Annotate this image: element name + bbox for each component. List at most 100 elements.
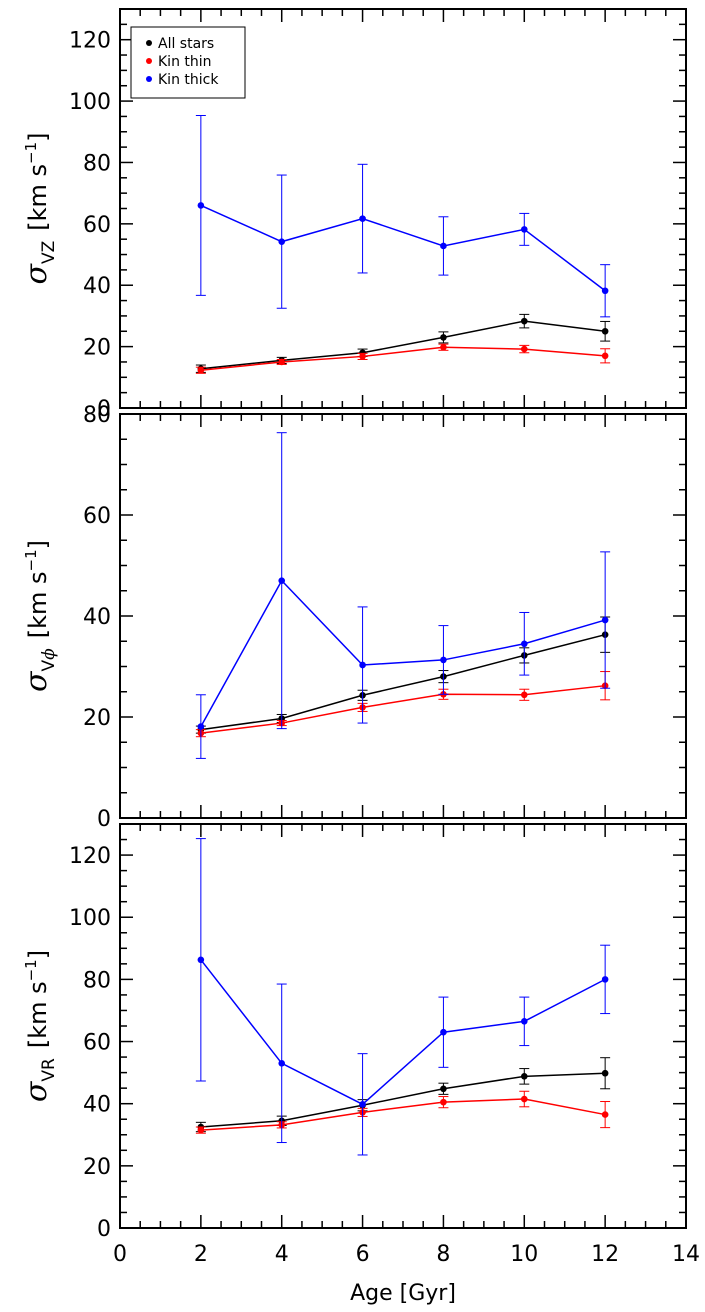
x-tick-label: 4: [275, 1242, 289, 1267]
data-point: [197, 202, 205, 209]
data-point: [440, 343, 447, 351]
data-point: [359, 1101, 366, 1108]
y-tick-label: 120: [69, 29, 111, 54]
legend-label: All stars: [158, 36, 214, 52]
series-line: [200, 320, 606, 370]
data-point: [601, 1111, 609, 1118]
x-tick-label: 8: [436, 1242, 450, 1267]
data-point: [440, 1098, 447, 1106]
series-line: [200, 1098, 606, 1131]
data-point: [359, 215, 366, 222]
data-point: [601, 976, 609, 983]
y-tick-label: 0: [97, 397, 111, 422]
data-point: [520, 1073, 528, 1080]
y-axis-title-units-close: ]: [24, 950, 52, 959]
y-axis-title-subscript: VR: [39, 1058, 59, 1082]
legend-label: Kin thick: [158, 72, 219, 88]
y-tick-label: 120: [69, 844, 111, 869]
data-point: [278, 358, 286, 366]
panel-bottom: 0 20 40 60 80 100 120 0 2 4 6 8 10 12 14 Age [Gyr] σVR [k…: [19, 823, 700, 1306]
plot-frame: [119, 413, 687, 819]
y-tick-label: 40: [83, 274, 111, 299]
y-axis-title: σVZ [km s−1]: [19, 132, 59, 284]
y-axis-title-units-superscript: −1: [22, 142, 40, 164]
data-point: [520, 1095, 528, 1103]
y-tick-label: 100: [69, 90, 111, 115]
data-point: [520, 1018, 528, 1025]
series-kin-thick: [195, 115, 611, 318]
y-tick-label: 80: [83, 151, 111, 176]
x-tick-label: 6: [356, 1242, 370, 1267]
plot-frame: [119, 823, 687, 1229]
data-point: [278, 238, 286, 245]
y-axis-title-subscript-phi: ϕ: [39, 648, 59, 660]
data-point: [359, 661, 366, 669]
data-point: [520, 317, 528, 325]
data-point: [278, 1059, 286, 1067]
data-point: [520, 640, 528, 648]
data-point: [440, 242, 447, 250]
data-point: [440, 334, 447, 341]
series-all-stars: [195, 616, 611, 734]
data-point: [520, 691, 528, 699]
y-axis-title-symbol: σ: [19, 670, 54, 692]
series-line: [200, 204, 606, 292]
legend-label: Kin thin: [158, 54, 212, 70]
series-line: [200, 959, 606, 1106]
panel-middle: 0 20 40 60 80 σVϕ [km s−1]: [19, 403, 687, 832]
data-point: [520, 345, 528, 353]
y-axis-title: σVR [km s−1]: [19, 950, 59, 1102]
y-axis-title-units-close: ]: [24, 540, 52, 549]
data-point: [601, 352, 609, 360]
data-point: [359, 353, 366, 360]
y-axis-title-units: [km s: [24, 572, 52, 639]
series-line: [200, 1072, 606, 1128]
data-point: [197, 956, 205, 964]
y-tick-label: 20: [83, 1155, 111, 1180]
series-kin-thick: [195, 838, 611, 1156]
series-kin-thin: [195, 671, 611, 738]
series-line: [200, 633, 606, 731]
data-point: [440, 656, 447, 664]
legend-marker: [146, 76, 152, 82]
y-axis-title-units: [km s: [24, 164, 52, 231]
y-tick-label: 0: [97, 1217, 111, 1242]
data-point: [197, 366, 205, 374]
y-axis-title-units: [km s: [24, 981, 52, 1048]
y-tick-label: 60: [83, 504, 111, 529]
legend-marker: [146, 40, 152, 46]
legend: All stars Kin thin Kin thick: [130, 26, 246, 99]
data-point: [197, 723, 205, 730]
x-tick-label: 14: [672, 1242, 700, 1267]
y-tick-label: 40: [83, 1093, 111, 1118]
x-axis-title: Age [Gyr]: [350, 1281, 456, 1306]
y-tick-label: 20: [83, 706, 111, 731]
series-kin-thin: [195, 343, 611, 374]
x-tick-label: 2: [194, 1242, 208, 1267]
x-tick-label: 0: [113, 1242, 127, 1267]
legend-marker: [146, 58, 152, 64]
data-point: [601, 287, 609, 295]
data-point: [440, 1085, 447, 1093]
data-point: [601, 1069, 609, 1077]
y-axis-title-subscript: V: [39, 660, 59, 672]
series-line: [200, 684, 606, 734]
data-point: [520, 226, 528, 233]
y-axis-title: σVϕ [km s−1]: [19, 540, 59, 692]
series-kin-thick: [195, 432, 611, 759]
series-line: [200, 346, 606, 371]
y-axis-title-units-close: ]: [24, 132, 52, 141]
y-axis-title-subscript: VZ: [39, 241, 59, 264]
y-tick-label: 40: [83, 605, 111, 630]
y-axis-title-units-superscript: −1: [22, 959, 40, 981]
panel-top: 0 20 40 60 80 100 120 σVZ [km s−1] All stars Kin t…: [19, 8, 687, 422]
x-tick-label: 10: [510, 1242, 538, 1267]
series-line: [200, 579, 606, 727]
y-axis-title-symbol: σ: [19, 1080, 54, 1102]
y-tick-label: 0: [97, 807, 111, 832]
y-tick-label: 100: [69, 906, 111, 931]
y-axis-title-symbol: σ: [19, 263, 54, 285]
data-point: [440, 1028, 447, 1036]
data-point: [601, 327, 609, 335]
